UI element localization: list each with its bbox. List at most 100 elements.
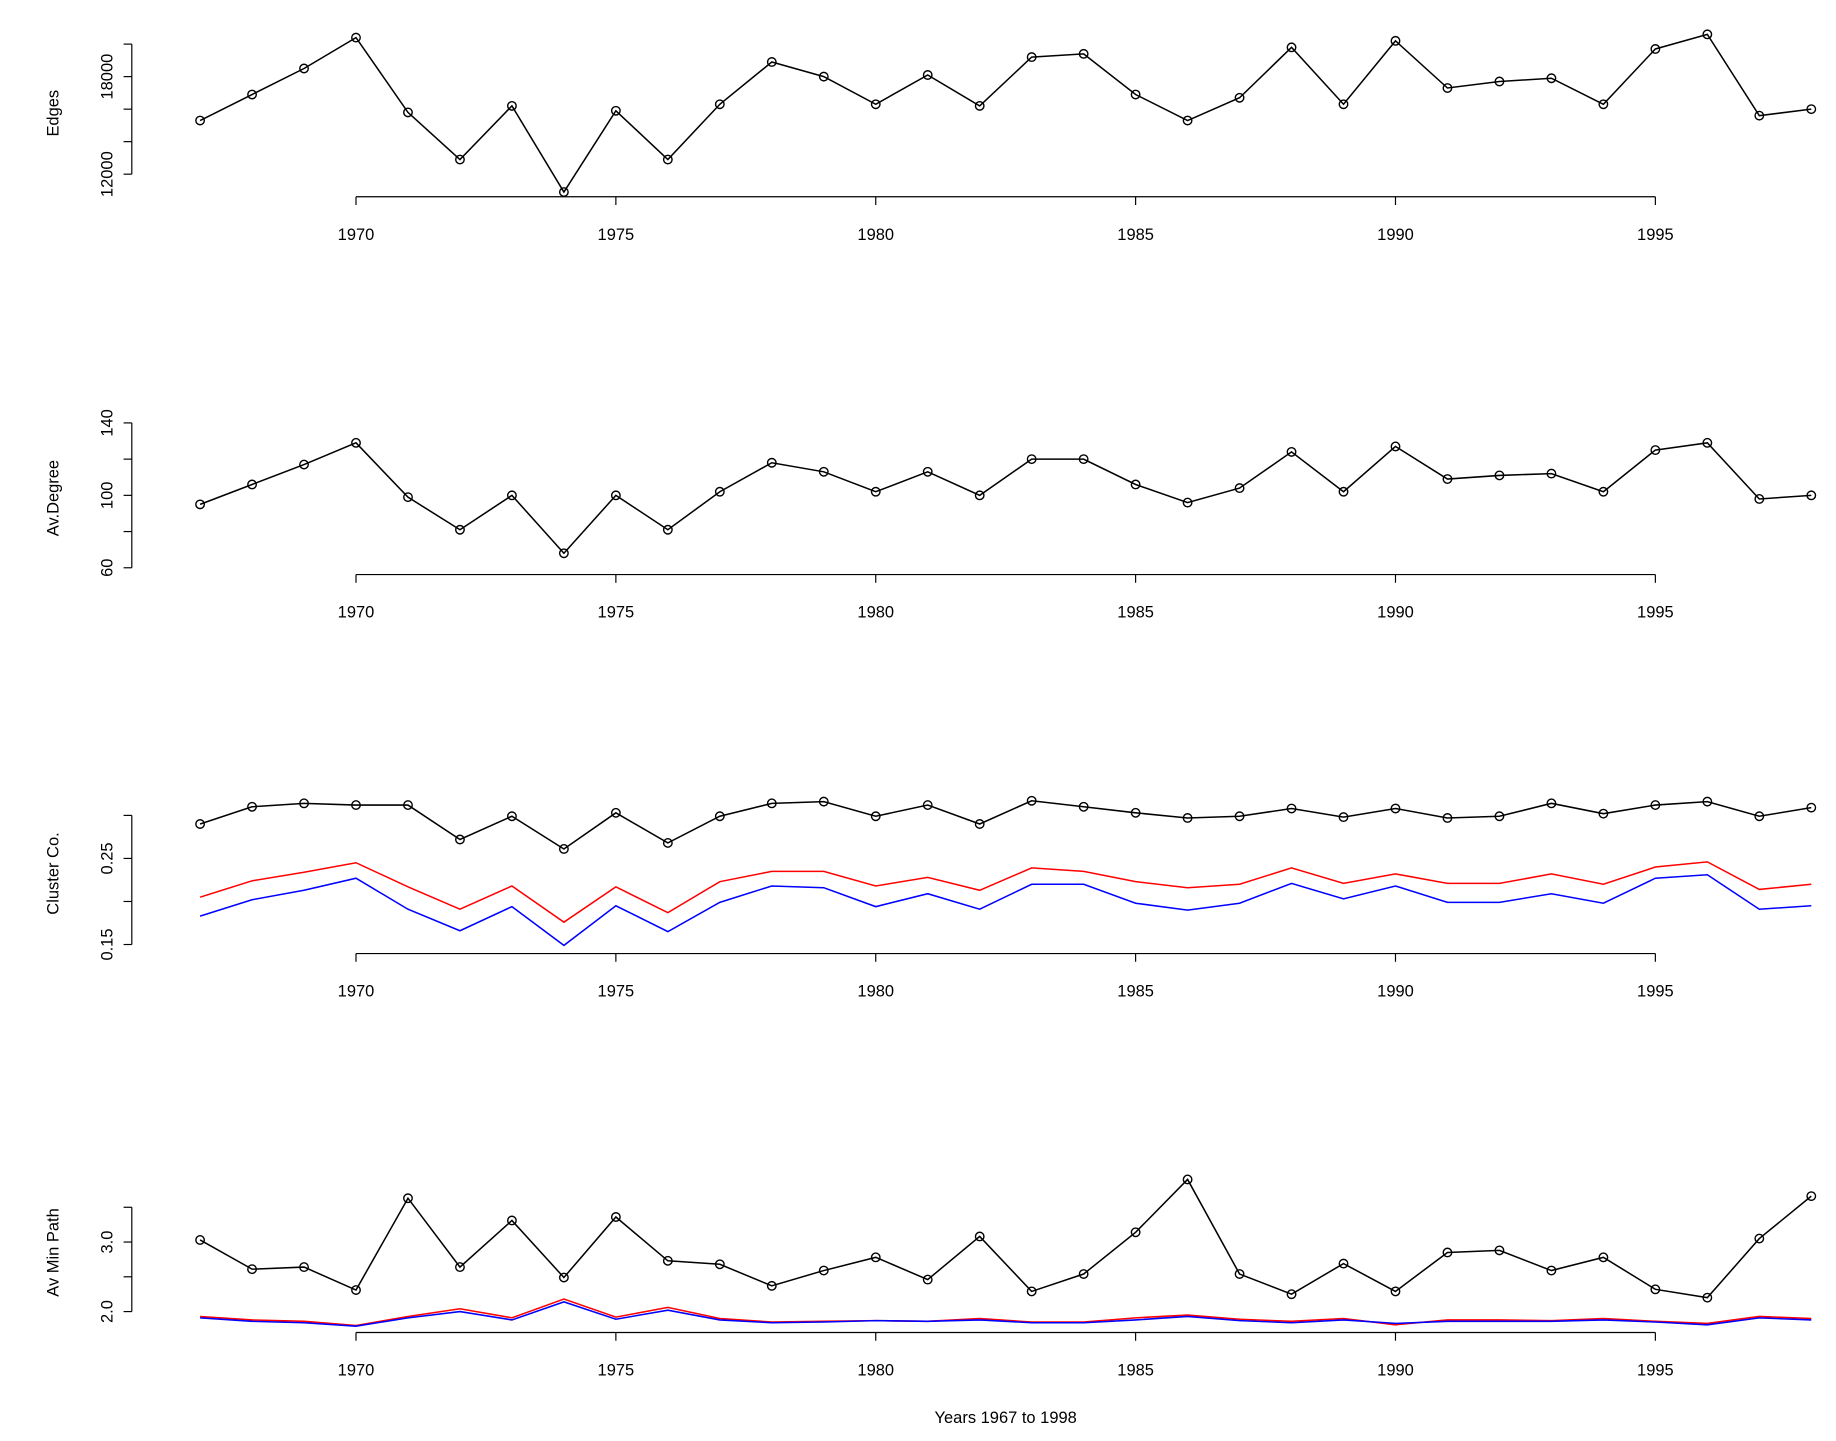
point [195,499,206,510]
point [1390,35,1401,46]
point [299,459,309,470]
point [351,1285,361,1295]
point [506,1215,517,1226]
point [247,801,257,812]
point [558,548,569,559]
point [455,524,465,535]
point [662,1255,673,1266]
point [1598,1252,1609,1263]
y-axis-label: Av Min Path [44,1208,62,1297]
point [351,32,361,43]
point [1598,808,1609,819]
point [247,479,257,490]
point [1286,42,1297,53]
series-line [200,1298,1812,1327]
x-tick-label: 1980 [857,604,894,622]
point [1650,800,1661,811]
point [1286,1289,1297,1300]
x-tick-label: 1995 [1637,226,1674,244]
point [1338,1258,1349,1269]
point [299,1262,309,1273]
point [922,70,933,80]
point [1754,1233,1765,1244]
x-tick-label: 1995 [1637,604,1674,622]
point [1234,92,1245,103]
point [195,115,206,126]
point [1806,490,1817,501]
point [506,490,517,501]
point [1078,454,1089,465]
x-tick-label: 1985 [1117,1362,1154,1380]
point [1338,812,1349,823]
point [1442,813,1453,823]
point [662,524,673,535]
series-line [200,1301,1812,1327]
point [558,187,569,198]
point [195,1235,206,1245]
point [1442,83,1453,93]
point [1546,798,1557,809]
x-axis-label: Years 1967 to 1998 [935,1409,1077,1427]
y-axis-label: Av.Degree [44,460,62,536]
point [1702,29,1713,40]
point [1702,796,1713,807]
series-line [199,874,1812,947]
point [1338,486,1349,497]
point [403,1193,413,1204]
point [610,490,621,501]
point [506,100,517,111]
point [974,100,985,111]
point [1494,811,1505,822]
point [247,1264,257,1275]
point [1390,803,1401,814]
point [818,796,829,807]
point [818,71,829,82]
point [403,492,413,503]
point [247,89,257,100]
x-tick-label: 1970 [338,1362,375,1380]
y-axis-label: Edges [44,90,62,137]
y-axis-label: Cluster Co. [44,832,62,914]
y-tick-label: 2.0 [99,1300,117,1323]
point [922,800,933,811]
point [1806,802,1817,813]
point [1390,1286,1401,1297]
point [1650,445,1661,456]
x-tick-label: 1980 [857,983,894,1001]
point [1598,99,1609,110]
y-tick-label: 12000 [99,151,117,197]
point [558,844,569,854]
point [714,99,725,110]
point [1390,441,1401,452]
point [1494,1245,1505,1256]
y-tick-label: 18000 [99,54,117,100]
point [1442,474,1453,484]
x-tick-label: 1980 [857,226,894,244]
point [870,811,881,822]
point [714,1259,725,1270]
x-tick-label: 1970 [338,604,375,622]
series-line [199,33,1812,194]
x-tick-label: 1995 [1637,983,1674,1001]
point [1286,803,1297,814]
point [1130,807,1141,818]
point [403,107,413,118]
point [1806,1191,1817,1202]
series-line [199,1178,1812,1299]
x-tick-label: 1980 [857,1362,894,1380]
point [818,466,829,477]
point [922,466,933,477]
point [714,486,725,497]
point [299,63,309,74]
x-tick-label: 1995 [1637,1362,1674,1380]
y-tick-label: 140 [99,409,117,436]
x-tick-label: 1985 [1117,983,1154,1001]
point [766,57,777,67]
x-tick-label: 1975 [598,1362,635,1380]
x-tick-label: 1970 [338,226,375,244]
point [1494,470,1505,481]
point [1286,446,1297,457]
series-line [199,441,1812,555]
point [714,811,725,822]
